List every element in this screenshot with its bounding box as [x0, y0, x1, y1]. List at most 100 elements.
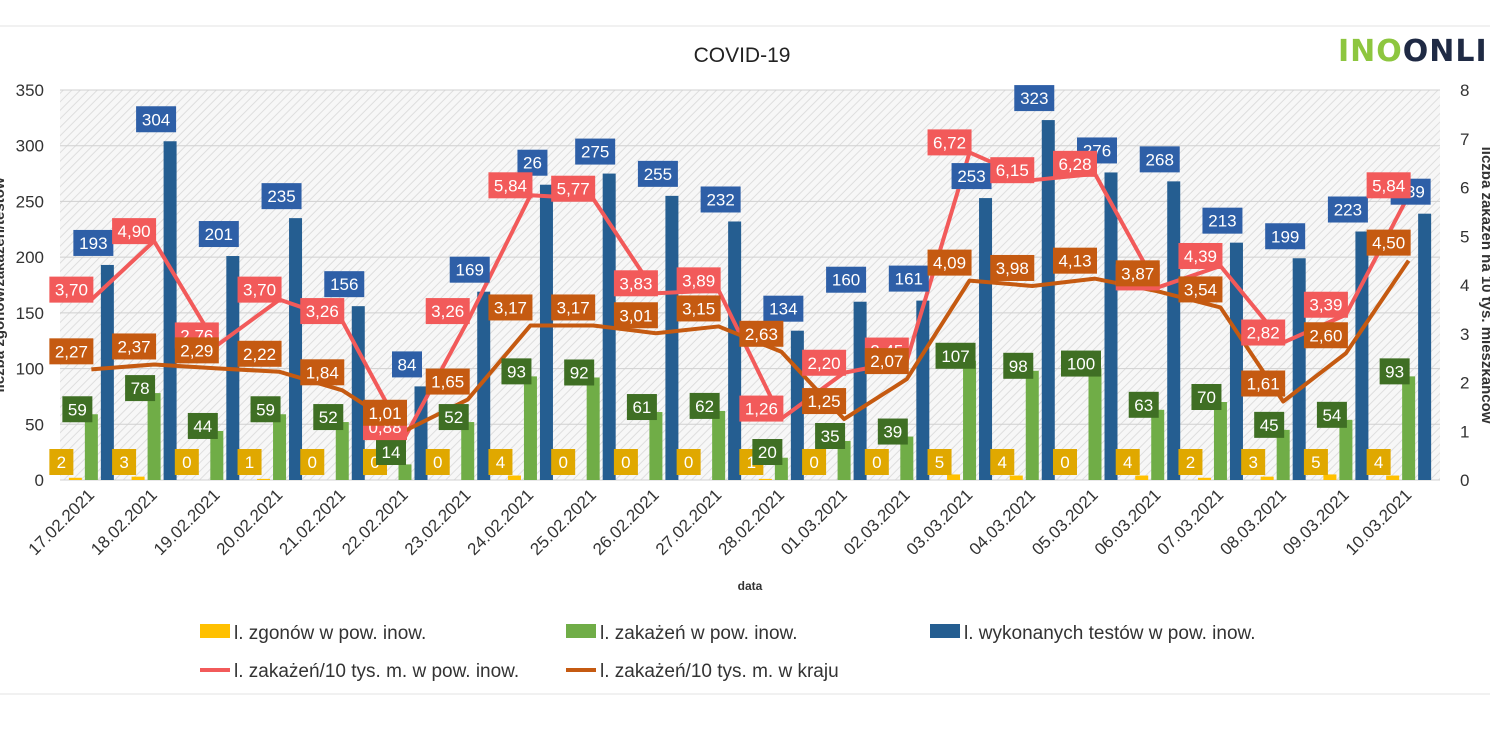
line-data-label-box — [1366, 229, 1411, 256]
line-data-label-box — [864, 348, 909, 375]
line-data-label-box — [300, 359, 345, 386]
x-tick-label: 26.02.2021 — [589, 485, 663, 559]
bar — [853, 301, 867, 480]
line-data-label-box — [488, 294, 533, 321]
bar — [649, 412, 663, 480]
bar — [477, 291, 491, 480]
bar-data-label: 2 — [1186, 453, 1195, 472]
bar — [1009, 475, 1023, 480]
line-data-label-box — [1366, 172, 1411, 199]
line-data-label: 2,20 — [808, 354, 841, 373]
y-tick-label-left: 150 — [16, 304, 44, 323]
bar-data-label: 201 — [205, 225, 233, 244]
bar-data-label-box — [517, 149, 548, 176]
bar-data-label-box — [613, 449, 638, 475]
bar — [163, 141, 177, 480]
bar — [1323, 474, 1337, 480]
y-tick-label-right: 4 — [1460, 276, 1469, 295]
line-data-label: 3,01 — [619, 306, 652, 325]
bar-data-label: 4 — [1123, 453, 1132, 472]
line-data-label: 2,29 — [180, 341, 213, 360]
bar-data-label: 100 — [1067, 355, 1095, 374]
bar-data-label: 0 — [872, 453, 881, 472]
line-data-label-box — [676, 295, 721, 322]
bar-data-label: 0 — [370, 453, 379, 472]
line-data-label: 1,84 — [306, 363, 339, 382]
x-tick-label: 03.03.2021 — [903, 485, 977, 559]
bar-data-label: 0 — [308, 453, 317, 472]
bar-data-label: 45 — [1260, 416, 1279, 435]
bar — [1418, 213, 1432, 480]
bar-data-label-box — [551, 449, 576, 475]
bar-data-label: 39 — [883, 423, 902, 442]
line-data-label: 3,26 — [306, 302, 339, 321]
bar — [539, 184, 553, 480]
line-data-label-box — [990, 157, 1035, 184]
bar — [1135, 475, 1149, 480]
line-data-label-box — [739, 320, 784, 347]
bar-data-label: 92 — [570, 363, 589, 382]
bar-data-label-box — [261, 183, 302, 210]
line-data-label: 4,09 — [933, 254, 966, 273]
line-data-label-box — [551, 294, 596, 321]
bar-data-label-box — [73, 229, 114, 256]
line-data-label: 3,87 — [1121, 264, 1154, 283]
bar — [523, 376, 537, 480]
bar — [335, 422, 349, 480]
line-data-label: 3,89 — [682, 271, 715, 290]
bar-data-label-box — [1053, 449, 1077, 475]
line-data-label-box — [1241, 370, 1286, 397]
bar-data-label: 0 — [1060, 453, 1069, 472]
bar-data-label: 84 — [398, 355, 417, 374]
bar-data-label-box — [425, 449, 450, 475]
y-tick-label-left: 250 — [16, 192, 44, 211]
bar-data-label: 26 — [523, 154, 542, 173]
y-tick-label-left: 100 — [16, 360, 44, 379]
line-data-label: 3,70 — [55, 281, 88, 300]
y-tick-label-left: 300 — [16, 137, 44, 156]
line-data-label: 2,22 — [243, 345, 276, 364]
line-data-label: 6,28 — [1058, 155, 1091, 174]
line-data-label: 3,70 — [243, 281, 276, 300]
bar-data-label: 3 — [119, 453, 128, 472]
bar — [1025, 370, 1039, 480]
line-data-label-box — [1303, 291, 1348, 318]
bar-data-label-box — [1327, 196, 1368, 223]
bar — [947, 474, 961, 480]
bar — [1151, 409, 1165, 480]
bar-data-label-box — [815, 423, 846, 449]
bar — [1402, 376, 1416, 480]
bar-data-label: 255 — [644, 165, 672, 184]
line-data-label-box — [425, 298, 470, 325]
bar-data-label-box — [752, 439, 783, 465]
bar — [84, 414, 98, 480]
line-data-label: 3,39 — [1309, 296, 1342, 315]
bar-data-label-box — [802, 449, 827, 475]
bar-data-label-box — [700, 186, 741, 213]
bar-data-label-box — [990, 449, 1015, 475]
x-tick-label: 05.03.2021 — [1028, 485, 1102, 559]
line-data-label-box — [551, 175, 596, 202]
bar-data-label: 134 — [769, 300, 797, 319]
bar-data-label-box — [927, 449, 952, 475]
bar-data-label: 59 — [68, 400, 87, 419]
bar-data-label: 3 — [1248, 453, 1257, 472]
bar-data-label-box — [676, 449, 701, 475]
bar-data-label: 14 — [382, 443, 401, 462]
line-data-label-box — [802, 388, 847, 415]
line-data-label: 3,83 — [619, 274, 652, 293]
bar — [1355, 231, 1369, 480]
bar — [210, 430, 224, 480]
bar-data-label-box — [1178, 449, 1203, 475]
line-data-label-box — [174, 337, 219, 364]
bar-data-label-box — [689, 392, 720, 419]
bar-data-label-box — [488, 449, 513, 475]
logo-part-ino: INO — [1338, 34, 1403, 69]
line-data-label: 5,77 — [557, 180, 590, 199]
bar-data-label-box — [250, 396, 281, 423]
line-data-label: 3,26 — [431, 302, 464, 321]
bar-data-label-box — [300, 449, 325, 475]
line-data-label-box — [1241, 319, 1286, 346]
line-data-label-box — [1178, 276, 1223, 303]
